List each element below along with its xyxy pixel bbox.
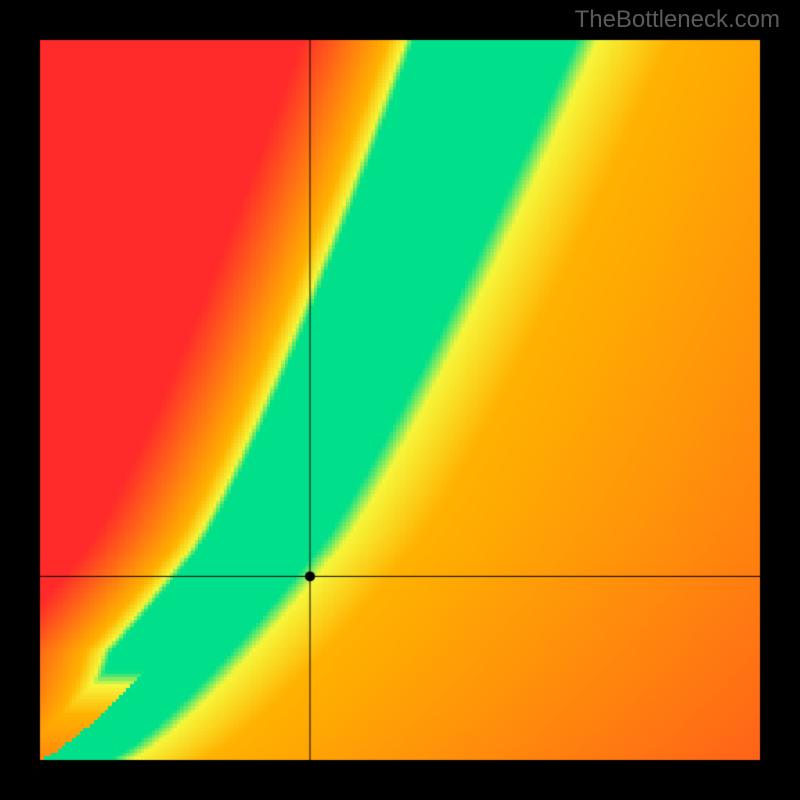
bottleneck-heatmap <box>0 0 800 800</box>
watermark-text: TheBottleneck.com <box>575 6 780 34</box>
chart-container: TheBottleneck.com <box>0 0 800 800</box>
